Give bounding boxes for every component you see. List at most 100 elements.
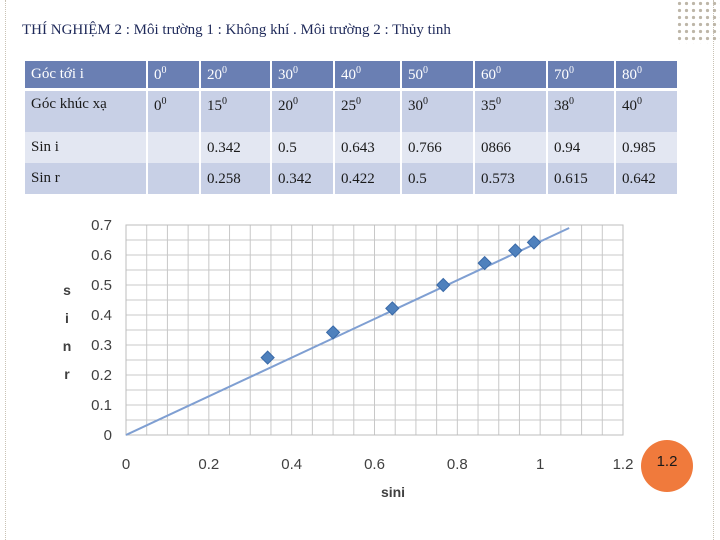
table-cell: 0.5: [401, 163, 475, 194]
table-cell: 800: [615, 61, 679, 91]
cell-value: 40: [622, 98, 637, 114]
cell-value: 20: [207, 67, 222, 83]
cell-value: 30: [278, 67, 293, 83]
y-tick-label: 0.4: [91, 307, 112, 324]
degree-mark: 0: [637, 96, 642, 107]
table-cell: 700: [547, 61, 616, 91]
cell-value: 50: [408, 67, 423, 83]
trendline: [125, 227, 570, 436]
x-tick-label: 1.2: [613, 456, 634, 473]
cell-value: 0.985: [622, 140, 656, 156]
degree-mark: 0: [637, 65, 642, 76]
data-point: [260, 350, 275, 365]
degree-mark: 0: [423, 96, 428, 107]
degree-mark: 0: [423, 65, 428, 76]
table-row: Góc tới i 00 200 300 400 500 600 700 800: [25, 61, 679, 91]
table-cell: 300: [401, 89, 475, 132]
row-label: Góc khúc xạ: [25, 89, 148, 132]
cell-value: 70: [554, 67, 569, 83]
table-cell: [147, 163, 201, 194]
y-tick-label: 0.6: [91, 247, 112, 264]
table-cell: 0.642: [615, 163, 679, 194]
table-cell: 400: [334, 61, 402, 91]
degree-mark: 0: [222, 65, 227, 76]
x-tick-label: 1: [536, 456, 544, 473]
table-cell: 0.342: [200, 132, 272, 163]
degree-mark: 0: [293, 96, 298, 107]
cell-value: 0.422: [341, 171, 375, 187]
degree-mark: 0: [569, 65, 574, 76]
data-point: [508, 243, 523, 258]
table-cell: 00: [147, 61, 201, 91]
cell-value: 0.643: [341, 140, 375, 156]
table-row: Sin i 0.342 0.5 0.643 0.766 0866 0.94 0.985: [25, 132, 679, 163]
degree-mark: 0: [161, 96, 167, 107]
y-tick-label: 0.1: [91, 397, 112, 414]
degree-mark: 0: [496, 65, 501, 76]
slide-title: THÍ NGHIỆM 2 : Môi trường 1 : Không khí …: [22, 22, 451, 38]
table-cell: 0.5: [271, 132, 335, 163]
table-cell: 200: [271, 89, 335, 132]
x-tick-label: 0.2: [198, 456, 219, 473]
row-label: Góc tới i: [25, 61, 148, 91]
table-cell: 600: [474, 61, 548, 91]
table-cell: 0.615: [547, 163, 616, 194]
cell-value: 0866: [481, 140, 511, 156]
degree-mark: 0: [293, 65, 298, 76]
table-row: Góc khúc xạ 00 150 200 250 300 350 380 400: [25, 89, 679, 132]
plot-area-border: [125, 224, 624, 436]
cell-value: 0.5: [278, 140, 297, 156]
table-cell: 200: [200, 61, 272, 91]
cell-value: 0: [154, 67, 162, 83]
x-tick-label: 0.4: [281, 456, 302, 473]
cell-value: 80: [622, 67, 637, 83]
x-axis-title: sini: [381, 484, 405, 500]
cell-value: 0.5: [408, 171, 427, 187]
cell-value: 0.342: [278, 171, 312, 187]
degree-mark: 0: [161, 65, 167, 76]
corner-dot-pattern: [676, 0, 720, 44]
table-cell: 300: [271, 61, 335, 91]
cell-value: 0.766: [408, 140, 442, 156]
table-cell: 0.766: [401, 132, 475, 163]
table-cell: 500: [401, 61, 475, 91]
cell-value: 0: [154, 98, 162, 114]
table-cell: 400: [615, 89, 679, 132]
table-cell: 0.258: [200, 163, 272, 194]
row-label: Sin i: [25, 132, 148, 163]
table-row: Sin r 0.258 0.342 0.422 0.5 0.573 0.615 0.642: [25, 163, 679, 194]
degree-mark: 0: [496, 96, 501, 107]
cell-value: 0.94: [554, 140, 581, 156]
y-tick-label: 0.3: [91, 337, 112, 354]
data-point: [477, 255, 492, 271]
y-axis-title-letter: n: [63, 338, 72, 354]
cell-value: 0.258: [207, 171, 241, 187]
y-tick-label: 0: [104, 427, 112, 444]
table-cell: 0866: [474, 132, 548, 163]
cell-value: 0.615: [554, 171, 588, 187]
chart-plot: 0 0.1 0.2 0.3 0.4 0.5 0.6 0.7 0 0.2 0.4 0.6 0.8 1 1.2 s…: [63, 217, 634, 500]
table-cell: 0.342: [271, 163, 335, 194]
data-table: Góc tới i 00 200 300 400 500 600 700 800 Góc khúc…: [25, 61, 679, 194]
cell-value: 60: [481, 67, 496, 83]
y-axis-title-letter: s: [63, 282, 71, 298]
degree-mark: 0: [222, 96, 227, 107]
row-label: Sin r: [25, 163, 148, 194]
table-cell: 250: [334, 89, 402, 132]
table-cell: 0.643: [334, 132, 402, 163]
y-tick-label: 0.7: [91, 217, 112, 234]
cell-value: 20: [278, 98, 293, 114]
cell-value: 35: [481, 98, 496, 114]
table-cell: 0.985: [615, 132, 679, 163]
y-axis-title-letter: r: [64, 366, 70, 382]
page-number-badge: 1.2: [641, 440, 693, 492]
frame-right-border: [713, 0, 714, 540]
y-axis-title-letter: i: [65, 310, 69, 326]
cell-value: 25: [341, 98, 356, 114]
degree-mark: 0: [569, 96, 574, 107]
x-tick-label: 0.6: [364, 456, 385, 473]
table-cell: 0.573: [474, 163, 548, 194]
data-point: [436, 277, 451, 293]
cell-value: 30: [408, 98, 423, 114]
